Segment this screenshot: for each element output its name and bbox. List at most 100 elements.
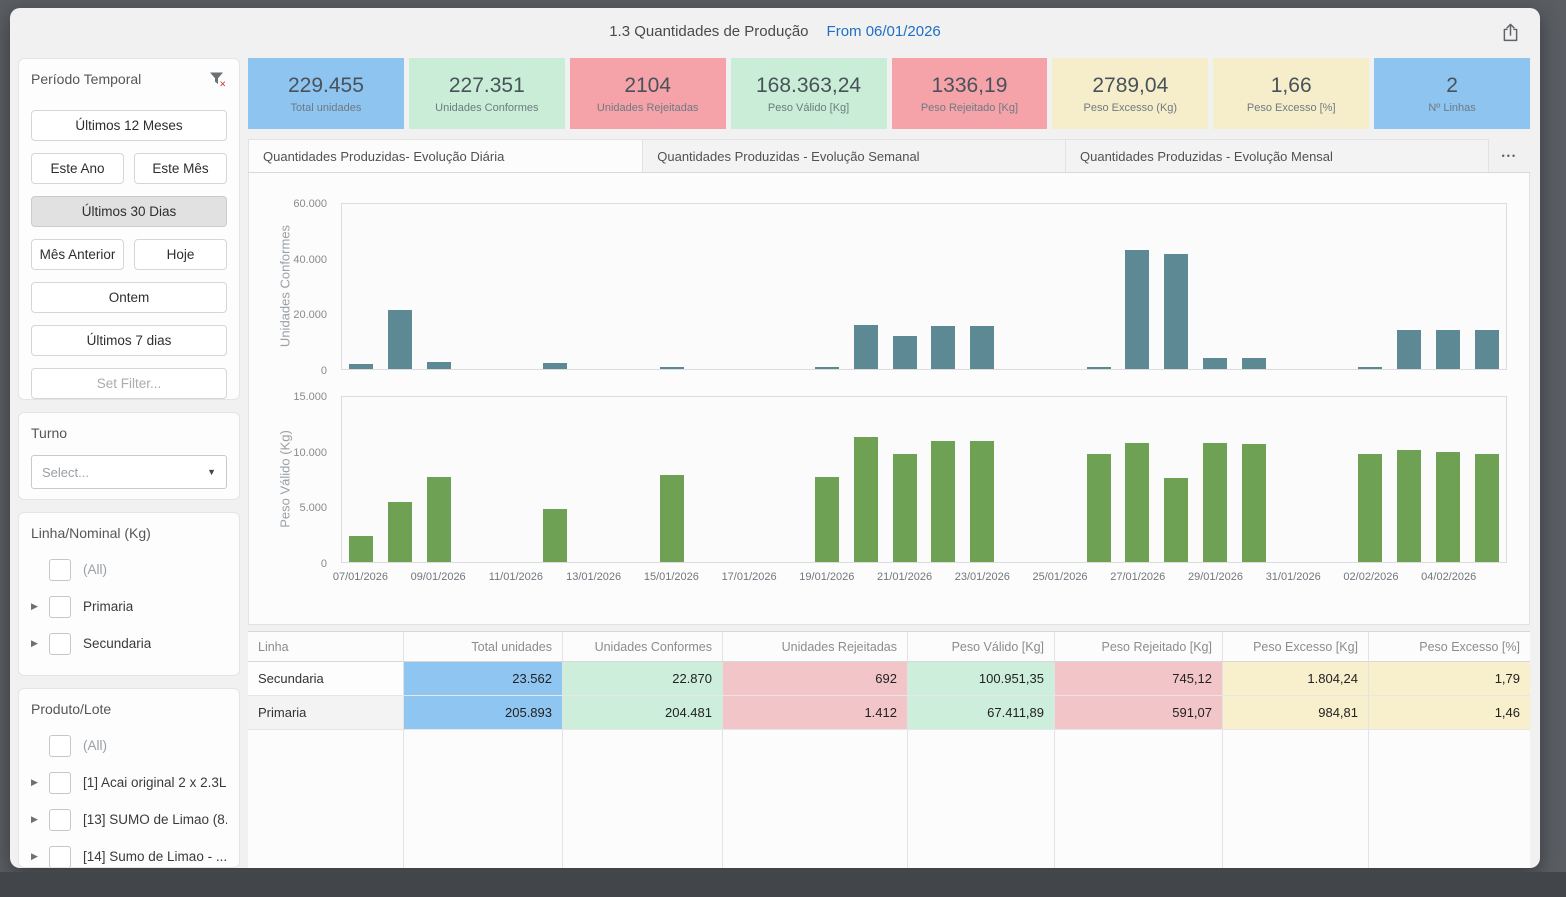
tree-item-label: [1] Acai original 2 x 2.3L bbox=[83, 775, 227, 790]
turno-select[interactable]: Select... ▼ bbox=[31, 455, 227, 489]
period-button-ontem[interactable]: Ontem bbox=[31, 282, 227, 313]
main-area: 229.455 Total unidades 227.351 Unidades Con… bbox=[248, 54, 1530, 868]
x-tick-label: 17/01/2026 bbox=[721, 571, 777, 583]
cell-peso-excesso-kg: 1.804,24 bbox=[1223, 662, 1369, 695]
column-header-unidades-rejeitadas: Unidades Rejeitadas bbox=[723, 632, 908, 661]
caret-right-icon[interactable]: ▶ bbox=[31, 851, 38, 861]
bar-05-02-2026 bbox=[1474, 329, 1499, 369]
bar-19-01-2026 bbox=[815, 366, 839, 369]
tree-item-label: [13] SUMO de Limao (8... bbox=[83, 812, 227, 827]
period-button-este-mes[interactable]: Este Mês bbox=[134, 153, 227, 184]
column-header-total-unidades: Total unidades bbox=[404, 632, 563, 661]
cell-peso-excesso: 1,46 bbox=[1369, 696, 1530, 729]
period-button-este-ano[interactable]: Este Ano bbox=[31, 153, 124, 184]
tree-item-1-acai-original-2-x-2-3l: ▶ [1] Acai original 2 x 2.3L bbox=[31, 764, 227, 801]
period-button-set-filter[interactable]: Set Filter... bbox=[31, 368, 227, 399]
panel-periodo-temporal: Período Temporal × Últimos 12 Meses Este … bbox=[18, 58, 240, 400]
y-tick-label: 0 bbox=[320, 558, 327, 570]
kpi-card-peso-excesso[interactable]: 1,66 Peso Excesso [%] bbox=[1213, 58, 1370, 129]
bar-22-01-2026 bbox=[931, 441, 956, 562]
x-tick-label: 23/01/2026 bbox=[954, 571, 1010, 583]
kpi-label: Peso Excesso (Kg) bbox=[1083, 101, 1178, 114]
checkbox[interactable] bbox=[49, 595, 71, 618]
tree-item-all: (All) bbox=[31, 551, 227, 588]
bar-08-01-2026 bbox=[388, 310, 413, 369]
bar-22-01-2026 bbox=[931, 326, 956, 369]
bar-07-01-2026 bbox=[349, 536, 374, 562]
y-tick-label: 5.000 bbox=[299, 502, 327, 515]
x-tick-label: 02/02/2026 bbox=[1343, 571, 1399, 583]
bar-15-01-2026 bbox=[659, 475, 684, 562]
kpi-value: 227.351 bbox=[448, 73, 525, 97]
table-row-primaria: Primaria 205.893 204.481 1.412 67.411,89 591,… bbox=[248, 696, 1530, 730]
caret-right-icon[interactable]: ▶ bbox=[31, 814, 38, 824]
export-button[interactable] bbox=[1496, 18, 1524, 46]
x-tick-label: 07/01/2026 bbox=[332, 571, 388, 583]
svg-text:×: × bbox=[220, 79, 226, 90]
period-button-ultimos-30-dias[interactable]: Últimos 30 Dias bbox=[31, 196, 227, 227]
x-tick-label: 29/01/2026 bbox=[1187, 571, 1244, 583]
tree-item-primaria: ▶ Primaria bbox=[31, 588, 227, 625]
clear-filter-button[interactable]: × bbox=[207, 69, 227, 94]
kpi-label: Unidades Conformes bbox=[435, 101, 539, 114]
tree-item-label: [14] Sumo de Limao - ... bbox=[83, 849, 227, 864]
kpi-card-unidades-rejeitadas[interactable]: 2104 Unidades Rejeitadas bbox=[569, 58, 726, 129]
bar-30-01-2026 bbox=[1241, 444, 1266, 562]
x-tick-label: 11/01/2026 bbox=[488, 571, 544, 583]
period-button-ultimos-12-meses[interactable]: Últimos 12 Meses bbox=[31, 110, 227, 141]
y-tick-label: 10.000 bbox=[293, 446, 327, 459]
bar-15-01-2026 bbox=[659, 367, 684, 369]
kpi-card-peso-excesso-kg[interactable]: 2789,04 Peso Excesso (Kg) bbox=[1052, 58, 1209, 129]
checkbox[interactable] bbox=[49, 632, 71, 655]
taskbar-strip bbox=[0, 872, 1566, 897]
kpi-label: Peso Excesso [%] bbox=[1246, 101, 1336, 114]
y-tick-label: 20.000 bbox=[293, 309, 327, 322]
checkbox[interactable] bbox=[49, 734, 71, 757]
empty-cell bbox=[723, 730, 908, 868]
bar-12-01-2026 bbox=[543, 362, 568, 369]
caret-right-icon[interactable]: ▶ bbox=[31, 777, 38, 787]
tab-quantidades-produzidas-evolucao-mensal[interactable]: Quantidades Produzidas - Evolução Mensal bbox=[1066, 139, 1489, 172]
bar-29-01-2026 bbox=[1203, 358, 1227, 369]
checkbox[interactable] bbox=[49, 808, 71, 831]
cell-peso-excesso: 1,79 bbox=[1369, 662, 1530, 695]
column-header-peso-excesso-kg: Peso Excesso [Kg] bbox=[1223, 632, 1369, 661]
tab-quantidades-produzidas-evolucao-semanal[interactable]: Quantidades Produzidas - Evolução Semana… bbox=[643, 139, 1066, 172]
checkbox[interactable] bbox=[49, 558, 71, 581]
checkbox[interactable] bbox=[49, 771, 71, 794]
caret-right-icon[interactable]: ▶ bbox=[31, 601, 38, 611]
period-button-hoje[interactable]: Hoje bbox=[134, 239, 227, 270]
panel-linha-nominal: Linha/Nominal (Kg) (All) ▶ Primaria ▶ Secund… bbox=[18, 512, 240, 676]
period-button-mes-anterior[interactable]: Mês Anterior bbox=[31, 239, 124, 270]
column-header-unidades-conformes: Unidades Conformes bbox=[563, 632, 723, 661]
kpi-card-unidades-conformes[interactable]: 227.351 Unidades Conformes bbox=[408, 58, 565, 129]
tree-item-label: Primaria bbox=[83, 599, 134, 614]
column-header-peso-valido-kg: Peso Válido [Kg] bbox=[908, 632, 1055, 661]
cell-peso-valido-kg: 67.411,89 bbox=[908, 696, 1055, 729]
empty-cell bbox=[404, 730, 563, 868]
y-tick-label: 0 bbox=[320, 365, 327, 377]
checkbox[interactable] bbox=[49, 845, 71, 867]
tab-quantidades-produzidas-evolucao-diaria[interactable]: Quantidades Produzidas- Evolução Diária bbox=[248, 139, 644, 172]
cell-peso-valido-kg: 100.951,35 bbox=[908, 662, 1055, 695]
header: 1.3 Quantidades de Produção From 06/01/2… bbox=[10, 8, 1540, 54]
row-label: Secundaria bbox=[248, 662, 404, 695]
periodo-button-row: Últimos 7 dias bbox=[31, 325, 227, 356]
bar-20-01-2026 bbox=[853, 325, 878, 369]
empty-cell bbox=[563, 730, 723, 868]
periodo-button-row: Últimos 30 Dias bbox=[31, 196, 227, 227]
kpi-card-peso-valido-kg[interactable]: 168.363,24 Peso Válido [Kg] bbox=[730, 58, 887, 129]
bar-03-02-2026 bbox=[1397, 449, 1421, 562]
periodo-button-row: Últimos 12 Meses bbox=[31, 110, 227, 141]
kpi-card-n-linhas[interactable]: 2 Nº Linhas bbox=[1374, 58, 1530, 129]
kpi-label: Total unidades bbox=[290, 101, 362, 114]
empty-cell bbox=[1055, 730, 1223, 868]
caret-right-icon[interactable]: ▶ bbox=[31, 638, 38, 648]
page-title: 1.3 Quantidades de Produção bbox=[609, 22, 809, 40]
column-header-peso-rejeitado-kg: Peso Rejeitado [Kg] bbox=[1055, 632, 1223, 661]
tab-menu-ellipsis-icon[interactable]: ••• bbox=[1501, 150, 1518, 161]
period-button-ultimos-7-dias[interactable]: Últimos 7 dias bbox=[31, 325, 227, 356]
tree-item-label: Secundaria bbox=[83, 636, 152, 651]
kpi-card-total-unidades[interactable]: 229.455 Total unidades bbox=[248, 58, 404, 129]
kpi-card-peso-rejeitado-kg[interactable]: 1336,19 Peso Rejeitado [Kg] bbox=[891, 58, 1048, 129]
